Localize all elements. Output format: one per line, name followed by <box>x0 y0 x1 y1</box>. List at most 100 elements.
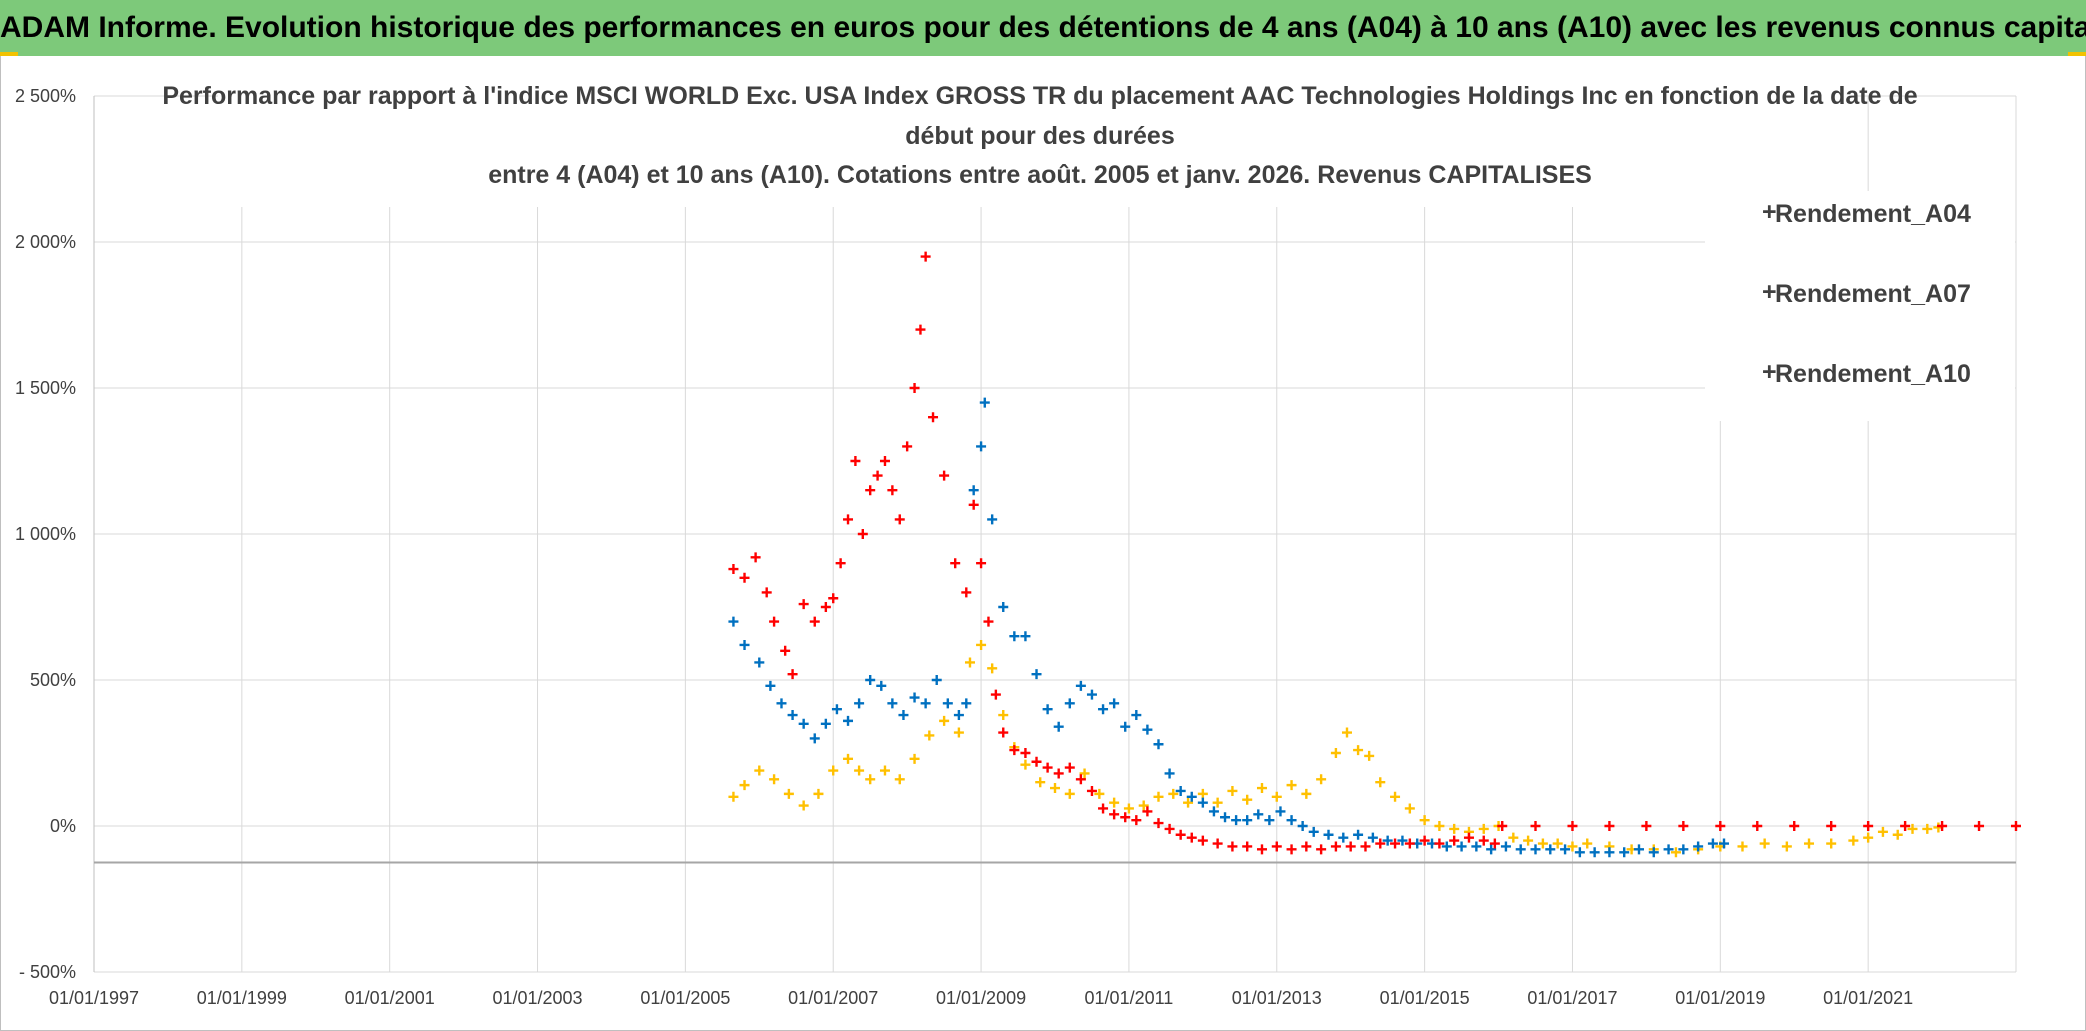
data-point <box>990 689 1001 700</box>
data-point <box>1804 838 1815 849</box>
x-tick-label: 01/01/2013 <box>1232 988 1322 1008</box>
data-point <box>1826 838 1837 849</box>
data-point <box>1619 847 1630 858</box>
data-point <box>754 765 765 776</box>
data-point <box>887 698 898 709</box>
data-point <box>1316 844 1327 855</box>
data-point <box>865 774 876 785</box>
data-point <box>1009 745 1020 756</box>
data-point <box>876 680 887 691</box>
data-point <box>1197 797 1208 808</box>
data-point <box>909 692 920 703</box>
data-point <box>783 788 794 799</box>
data-point <box>1567 841 1578 852</box>
data-point <box>1530 821 1541 831</box>
data-point <box>1253 809 1264 820</box>
data-point <box>1715 821 1726 831</box>
data-point <box>728 616 739 627</box>
data-point <box>1242 794 1253 805</box>
data-point <box>924 730 935 741</box>
legend-label-a07: Rendement_A07 <box>1775 280 1971 308</box>
data-point <box>1789 821 1800 831</box>
data-point <box>1693 841 1704 852</box>
data-point <box>1523 835 1534 846</box>
x-tick-label: 01/01/2017 <box>1527 988 1617 1008</box>
data-point <box>857 529 868 539</box>
data-point <box>854 698 865 709</box>
data-point <box>1109 698 1120 709</box>
y-tick-label: 2 500% <box>15 86 76 106</box>
data-point <box>1641 821 1652 831</box>
data-point <box>1375 838 1386 849</box>
data-point <box>854 765 865 776</box>
data-point <box>1560 844 1571 855</box>
data-point <box>1382 835 1393 846</box>
data-point <box>1153 739 1164 750</box>
data-point <box>865 485 876 496</box>
chart-title-line-2: début pour des durées <box>905 122 1174 150</box>
corner-marker-left <box>0 52 18 56</box>
data-point <box>1404 803 1415 814</box>
data-point <box>1449 835 1460 846</box>
data-point <box>776 698 787 709</box>
data-point <box>1242 815 1253 826</box>
data-point <box>1098 803 1109 814</box>
data-point <box>1419 835 1430 846</box>
data-point <box>920 251 931 262</box>
x-tick-label: 01/01/1997 <box>49 988 139 1008</box>
data-point <box>920 698 931 709</box>
data-point <box>1142 806 1153 817</box>
data-point <box>1183 797 1194 808</box>
data-point <box>1035 777 1046 788</box>
data-point <box>1441 841 1452 852</box>
data-point <box>1434 821 1445 831</box>
y-tick-label: 0% <box>50 816 76 836</box>
data-point <box>1330 748 1341 758</box>
legend-label-a04: Rendement_A04 <box>1775 200 1971 228</box>
data-point <box>998 727 1009 738</box>
data-point <box>1153 791 1164 802</box>
data-point <box>1316 774 1327 785</box>
data-point <box>1342 727 1352 738</box>
data-point <box>953 727 964 738</box>
data-point <box>1497 821 1508 831</box>
scatter-chart: - 500% 0% 500% 1 000% 1 500% 2 000% 2 500% 01/… <box>15 82 2021 1008</box>
data-point <box>809 616 820 627</box>
data-point <box>968 485 979 496</box>
data-point <box>798 599 809 610</box>
data-point <box>1604 821 1615 831</box>
data-point <box>1079 768 1090 779</box>
data-point <box>1353 745 1364 756</box>
data-point <box>1360 841 1371 852</box>
data-point <box>1227 785 1238 796</box>
data-point <box>1648 847 1659 858</box>
x-tick-label: 01/01/1999 <box>197 988 287 1008</box>
data-point <box>1390 838 1401 849</box>
corner-marker-right <box>2068 52 2086 56</box>
data-point <box>1109 797 1120 808</box>
data-point <box>1330 841 1341 852</box>
data-point <box>1175 785 1186 796</box>
data-point <box>1109 809 1120 820</box>
data-point <box>1678 844 1689 855</box>
data-point <box>1231 815 1242 826</box>
data-point <box>813 788 824 799</box>
data-point <box>1020 748 1031 758</box>
data-point <box>979 397 990 408</box>
data-point <box>1552 838 1563 849</box>
title-background <box>218 84 1858 207</box>
data-point <box>1138 800 1149 811</box>
data-point <box>909 383 920 393</box>
data-point <box>1042 704 1053 715</box>
data-point <box>879 765 890 776</box>
data-point <box>1020 759 1031 770</box>
data-point <box>1301 841 1312 852</box>
data-point <box>1537 838 1548 849</box>
data-point <box>761 587 772 598</box>
data-point <box>1752 821 1763 831</box>
data-point <box>961 587 972 598</box>
data-point <box>1678 821 1689 831</box>
data-point <box>976 441 987 452</box>
data-point <box>1345 841 1356 852</box>
data-point <box>1530 844 1541 855</box>
